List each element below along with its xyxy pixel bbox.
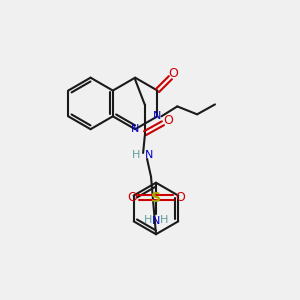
Text: O: O	[163, 114, 173, 127]
Text: H: H	[160, 215, 168, 225]
Text: S: S	[151, 190, 161, 205]
Text: N: N	[153, 111, 162, 121]
Text: O: O	[175, 191, 185, 204]
Text: N: N	[152, 216, 160, 226]
Text: O: O	[168, 67, 178, 80]
Text: H: H	[132, 150, 140, 160]
Text: H: H	[144, 215, 152, 225]
Text: N: N	[145, 150, 154, 160]
Text: N: N	[131, 124, 140, 134]
Text: O: O	[127, 191, 137, 204]
